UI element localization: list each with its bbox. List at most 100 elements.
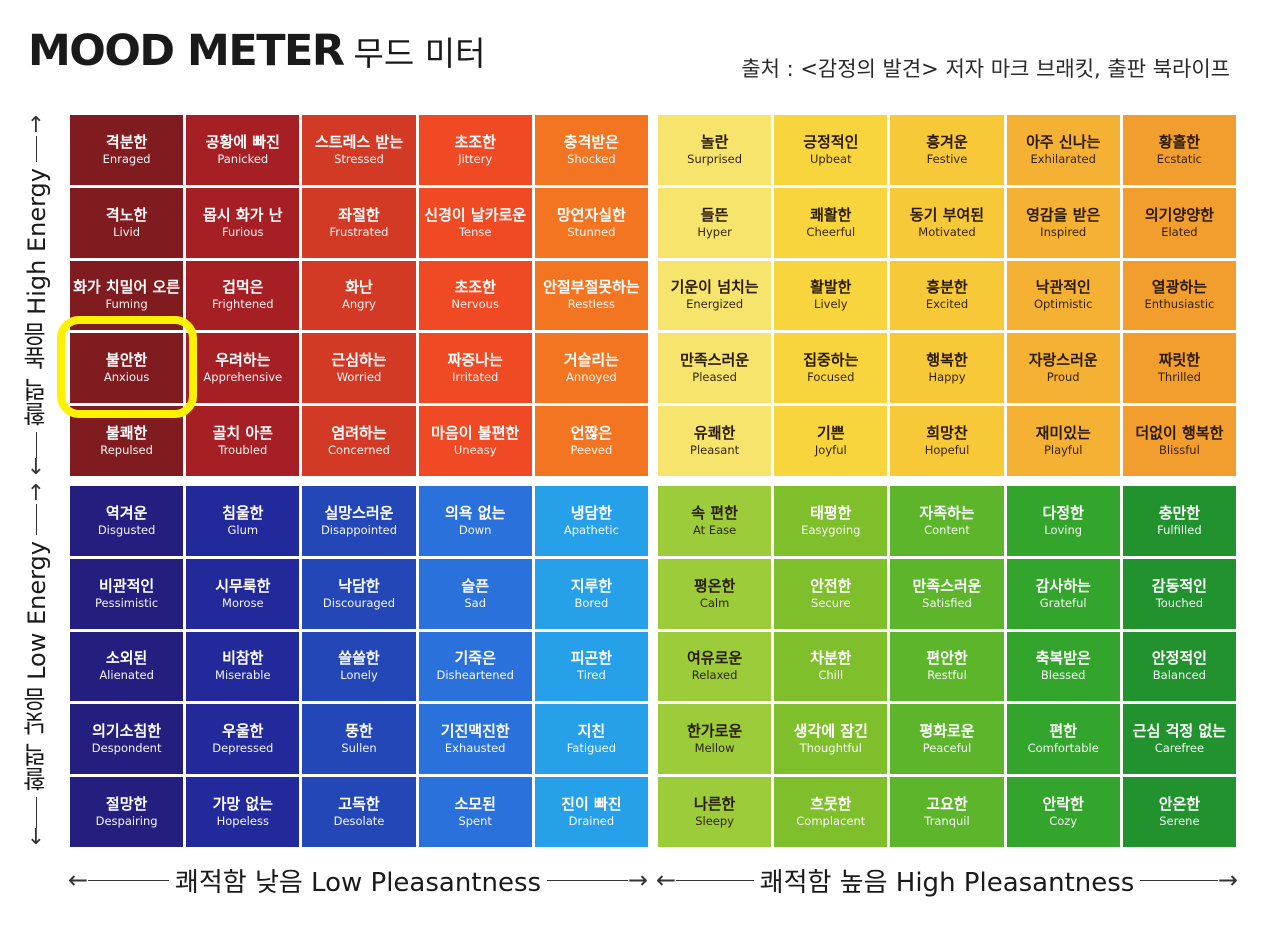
emotion-korean: 절망한 — [105, 795, 148, 814]
emotion-english: Despondent — [91, 741, 162, 756]
low-pleasantness-axis: ← 쾌적함 낮음 Low Pleasantness → — [68, 858, 648, 902]
emotion-english: Stressed — [334, 151, 384, 166]
quadrant-high-energy-low-pleasantness: 격분한 Enraged 공황에 빠진 Panicked 스트레스 받는 Stressed 초… — [70, 115, 648, 476]
emotion-english: Content — [924, 522, 970, 537]
emotion-english: Chill — [818, 668, 844, 683]
emotion-korean: 재미있는 — [1035, 424, 1091, 443]
emotion-cell: 안전한 Secure — [774, 558, 888, 629]
emotion-cell: 격노한 Livid — [70, 187, 184, 258]
emotion-cell: 흐뭇한 Complacent — [774, 777, 888, 847]
high-pleasantness-axis: ← 쾌적함 높음 High Pleasantness → — [656, 858, 1238, 902]
emotion-english: Touched — [1155, 595, 1204, 610]
emotion-cell: 들뜬 Hyper — [658, 187, 772, 258]
emotion-cell: 안절부절못하는 Restless — [534, 260, 648, 331]
emotion-english: Thoughtful — [799, 741, 862, 756]
emotion-cell: 시무룩한 Morose — [186, 558, 300, 629]
emotion-cell: 여유로운 Relaxed — [658, 631, 772, 702]
emotion-cell: 고독한 Desolate — [302, 777, 416, 847]
emotion-korean: 의욕 없는 — [444, 503, 506, 522]
emotion-english: Drained — [568, 814, 615, 829]
emotion-cell: 비관적인 Pessimistic — [70, 558, 184, 629]
emotion-english: Miserable — [215, 668, 271, 683]
emotion-cell: 충격받은 Shocked — [534, 115, 648, 185]
emotion-korean: 감사하는 — [1035, 576, 1091, 595]
emotion-cell: 절망한 Despairing — [70, 777, 184, 847]
emotion-cell: 근심 걱정 없는 Carefree — [1122, 704, 1236, 775]
arrow-left-icon: ← — [656, 866, 677, 894]
emotion-cell: 스트레스 받는 Stressed — [302, 115, 416, 185]
emotion-english: Disgusted — [97, 522, 156, 537]
emotion-cell: 진이 빠진 Drained — [534, 777, 648, 847]
arrow-down-icon: ↓ — [26, 825, 46, 851]
emotion-cell: 만족스러운 Satisfied — [890, 558, 1004, 629]
emotion-cell: 자족하는 Content — [890, 486, 1004, 556]
emotion-cell: 차분한 Chill — [774, 631, 888, 702]
emotion-korean: 역겨운 — [105, 503, 148, 522]
emotion-english: Tired — [577, 668, 606, 683]
emotion-cell: 역겨운 Disgusted — [70, 486, 184, 556]
emotion-korean: 기운이 넘치는 — [670, 278, 759, 297]
emotion-cell: 편한 Comfortable — [1006, 704, 1120, 775]
source-citation: 출처 : <감정의 발견> 저자 마크 브래킷, 출판 북라이프 — [741, 57, 1230, 81]
emotion-korean: 열광하는 — [1151, 278, 1207, 297]
page-title: MOOD METER 무드 미터 — [28, 26, 485, 82]
emotion-korean: 쾌활한 — [810, 205, 852, 224]
emotion-cell: 염려하는 Concerned — [302, 406, 416, 476]
emotion-cell: 기쁜 Joyful — [774, 406, 888, 476]
emotion-cell: 재미있는 Playful — [1006, 406, 1120, 476]
emotion-korean: 태평한 — [810, 503, 852, 522]
emotion-korean: 겁먹은 — [222, 278, 264, 297]
emotion-korean: 짜릿한 — [1158, 351, 1201, 370]
emotion-korean: 실망스러운 — [324, 503, 394, 522]
emotion-english: Relaxed — [691, 668, 738, 683]
low-energy-axis: ↑ 활력 낮음 Low Energy ↓ — [14, 483, 58, 851]
emotion-korean: 낙담한 — [338, 576, 380, 595]
emotion-english: Exhausted — [444, 741, 506, 756]
emotion-english: Discouraged — [322, 595, 396, 610]
emotion-korean: 소모된 — [454, 795, 496, 814]
emotion-english: Optimistic — [1033, 297, 1093, 312]
emotion-english: Anxious — [103, 370, 150, 385]
emotion-cell: 놀란 Surprised — [658, 115, 772, 185]
emotion-cell: 영감을 받은 Inspired — [1006, 187, 1120, 258]
emotion-english: Angry — [341, 297, 376, 312]
high-energy-axis: ↑ 활력 높음 High Energy ↓ — [14, 115, 58, 479]
emotion-english: Surprised — [687, 151, 743, 166]
emotion-english: Shocked — [567, 151, 616, 166]
emotion-cell: 짜릿한 Thrilled — [1122, 333, 1236, 404]
highlight-frame — [57, 316, 197, 418]
emotion-korean: 기쁜 — [816, 424, 845, 443]
emotion-english: Spent — [458, 814, 492, 829]
emotion-korean: 흥겨운 — [926, 132, 968, 151]
emotion-korean: 우울한 — [222, 722, 264, 741]
emotion-cell: 비참한 Miserable — [186, 631, 300, 702]
emotion-cell: 집중하는 Focused — [774, 333, 888, 404]
emotion-cell: 낙담한 Discouraged — [302, 558, 416, 629]
emotion-korean: 축복받은 — [1035, 649, 1091, 668]
emotion-english: Annoyed — [566, 370, 617, 385]
emotion-cell: 감동적인 Touched — [1122, 558, 1236, 629]
emotion-korean: 초조한 — [454, 278, 496, 297]
emotion-english: Fuming — [105, 297, 148, 312]
emotion-cell: 긍정적인 Upbeat — [774, 115, 888, 185]
emotion-cell: 황홀한 Ecstatic — [1122, 115, 1236, 185]
emotion-korean: 만족스러운 — [912, 576, 982, 595]
emotion-english: Tranquil — [924, 814, 970, 829]
emotion-english: Ecstatic — [1156, 151, 1202, 166]
emotion-english: Lively — [814, 297, 848, 312]
arrow-right-icon: → — [1217, 866, 1239, 894]
emotion-english: Jittery — [458, 151, 493, 166]
emotion-english: Hopeful — [924, 443, 970, 458]
emotion-english: Enthusiastic — [1144, 297, 1215, 312]
emotion-cell: 공황에 빠진 Panicked — [186, 115, 300, 185]
emotion-english: Energized — [686, 297, 744, 312]
emotion-korean: 충격받은 — [563, 132, 619, 151]
title-korean: 무드 미터 — [353, 34, 486, 73]
emotion-cell: 더없이 행복한 Blissful — [1122, 406, 1236, 476]
arrow-left-icon: ← — [68, 866, 89, 894]
emotion-english: Disappointed — [320, 522, 398, 537]
emotion-english: Troubled — [218, 443, 268, 458]
emotion-cell: 안락한 Cozy — [1006, 777, 1120, 847]
emotion-english: Apprehensive — [203, 370, 283, 385]
emotion-cell: 지친 Fatigued — [534, 704, 648, 775]
